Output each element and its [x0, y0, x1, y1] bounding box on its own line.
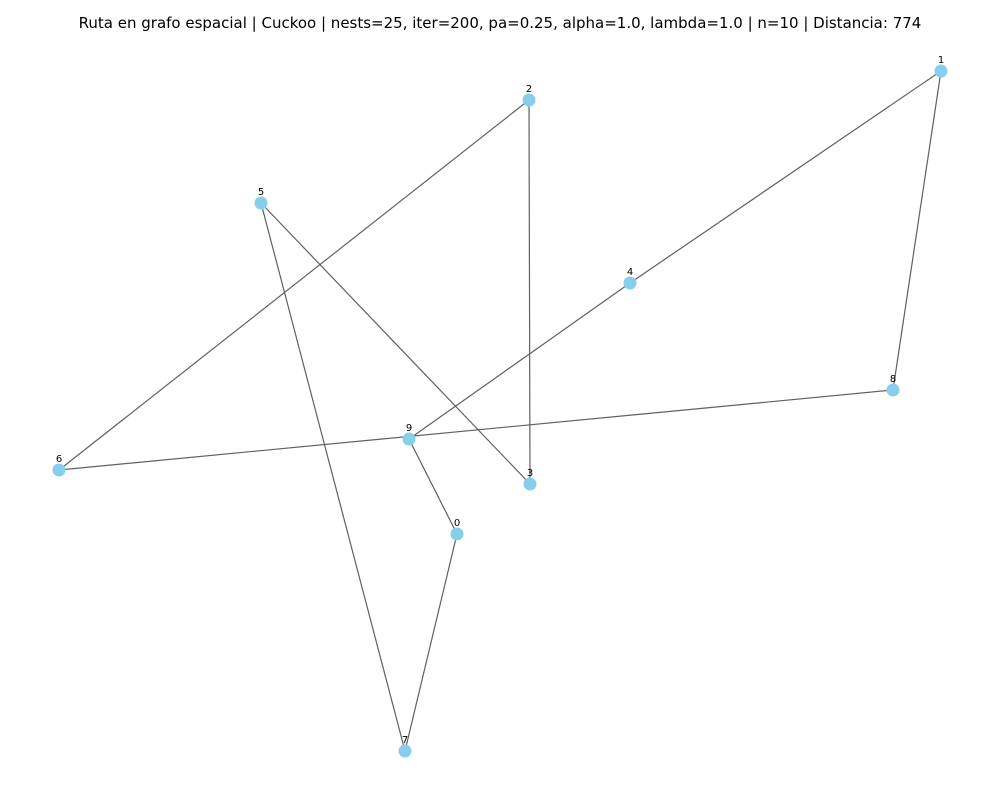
edge-2-3: [528, 99, 531, 485]
edge-4-1: [629, 70, 942, 284]
node-2: [522, 93, 536, 107]
node-6: [52, 463, 66, 477]
node-label-4: 4: [627, 267, 633, 278]
edge-0-9: [408, 438, 458, 535]
node-layer: [52, 64, 948, 758]
edge-7-0: [404, 533, 458, 752]
node-label-0: 0: [454, 518, 460, 529]
node-label-7: 7: [402, 735, 408, 746]
edge-3-5: [260, 202, 531, 485]
node-label-1: 1: [938, 55, 944, 66]
node-label-3: 3: [527, 468, 533, 479]
node-label-8: 8: [890, 374, 896, 385]
node-1: [934, 64, 948, 78]
edge-6-2: [58, 99, 530, 471]
node-9: [402, 432, 416, 446]
chart-title: Ruta en grafo espacial | Cuckoo | nests=…: [78, 14, 922, 32]
edge-9-4: [408, 282, 631, 440]
node-label-5: 5: [258, 187, 264, 198]
edge-5-7: [260, 202, 406, 752]
node-label-2: 2: [526, 84, 532, 95]
node-label-9: 9: [406, 423, 412, 434]
node-5: [254, 196, 268, 210]
node-label-6: 6: [56, 454, 62, 465]
node-0: [450, 527, 464, 541]
edge-1-8: [892, 70, 942, 391]
label-layer: 0 1 2 3 4 5 6 7 8 9: [56, 55, 944, 746]
node-3: [523, 477, 537, 491]
edge-8-6: [58, 389, 894, 471]
node-8: [886, 383, 900, 397]
node-7: [398, 744, 412, 758]
edge-layer: [58, 70, 942, 752]
node-4: [623, 276, 637, 290]
